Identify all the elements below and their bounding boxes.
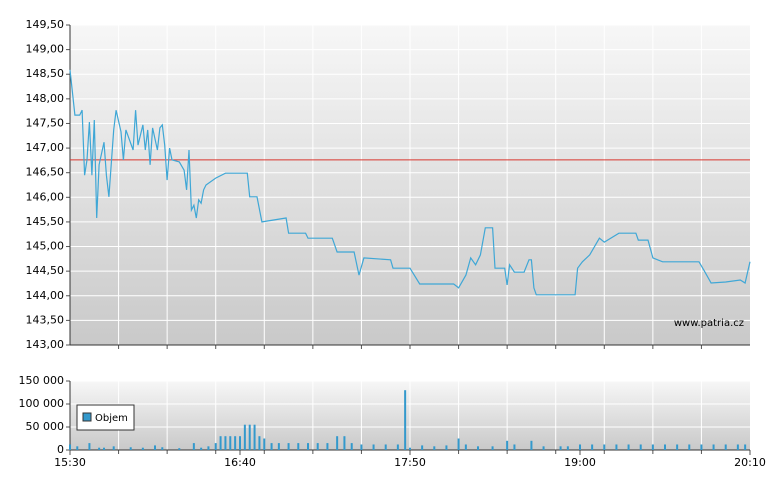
y-tick-label: 147,50	[26, 116, 65, 129]
volume-bar	[219, 436, 222, 450]
volume-bar	[559, 446, 562, 450]
volume-bar	[591, 444, 594, 450]
volume-bar	[664, 444, 666, 450]
volume-bar	[316, 443, 319, 450]
volume-bar	[76, 446, 79, 450]
volume-bar	[542, 446, 545, 450]
volume-bar	[178, 448, 181, 450]
y-tick-label: 147,00	[26, 141, 65, 154]
x-tick-label: 19:00	[564, 456, 596, 469]
volume-bar	[263, 438, 266, 450]
volume-bar	[98, 447, 101, 450]
volume-bar	[579, 444, 581, 450]
volume-bar	[566, 446, 569, 450]
volume-bar	[688, 444, 691, 450]
x-tick-label: 16:40	[224, 456, 256, 469]
volume-bar	[744, 444, 747, 450]
volume-bar	[103, 447, 105, 450]
volume-bar	[724, 444, 727, 450]
volume-bar	[161, 447, 164, 450]
volume-bar	[506, 440, 509, 450]
volume-bar	[88, 443, 91, 450]
watermark: www.patria.cz	[674, 318, 744, 329]
volume-bar	[491, 446, 494, 450]
x-tick-label: 15:30	[54, 456, 86, 469]
y-tick-label: 144,00	[26, 289, 65, 302]
legend-label: Objem	[95, 413, 128, 424]
volume-bar	[513, 444, 516, 450]
volume-bar	[336, 436, 339, 450]
y-tick-label: 148,00	[26, 92, 65, 105]
volume-bar	[234, 436, 237, 450]
y-tick-label: 146,50	[26, 166, 65, 179]
volume-bar	[112, 446, 115, 450]
y-tick-label: 145,00	[26, 240, 65, 253]
x-tick-label: 20:10	[734, 456, 766, 469]
volume-bar	[239, 436, 241, 450]
volume-bar	[277, 443, 280, 450]
volume-bar	[129, 447, 132, 450]
volume-bar	[615, 444, 618, 450]
volume-bar	[224, 436, 227, 450]
volume-bar	[307, 443, 309, 450]
volume-bar	[214, 443, 217, 450]
volume-bar	[384, 444, 387, 450]
volume-bar	[676, 444, 679, 450]
volume-bar	[372, 444, 375, 450]
volume-bar	[627, 444, 630, 450]
volume-bar	[409, 447, 411, 450]
y-tick-label: 146,00	[26, 190, 65, 203]
volume-bar	[457, 438, 460, 450]
volume-bar	[258, 436, 261, 450]
legend-box	[76, 404, 135, 431]
volume-bar	[229, 436, 232, 450]
volume-bar	[154, 445, 156, 450]
volume-bar	[360, 444, 363, 450]
volume-bar	[404, 390, 407, 450]
x-tick-label: 17:50	[394, 456, 426, 469]
volume-bar	[712, 444, 715, 450]
y-tick-label: 100 000	[19, 397, 65, 410]
legend-swatch	[82, 412, 92, 422]
volume-bar	[477, 446, 479, 450]
volume-bar	[192, 443, 195, 450]
price-line	[69, 69, 751, 296]
volume-bar	[651, 444, 654, 450]
y-tick-label: 149,50	[26, 18, 65, 31]
volume-bar	[207, 446, 210, 450]
y-tick-label: 143,50	[26, 313, 65, 326]
y-tick-label: 144,50	[26, 264, 65, 277]
volume-bar	[326, 443, 329, 450]
volume-bar	[253, 424, 256, 450]
y-tick-label: 50 000	[26, 420, 65, 433]
volume-bar	[530, 440, 533, 450]
volume-bar	[421, 445, 424, 450]
volume-bar	[464, 444, 467, 450]
volume-bar	[350, 443, 353, 450]
volume-bar	[343, 436, 346, 450]
y-tick-label: 145,50	[26, 215, 65, 228]
volume-bar	[700, 444, 703, 450]
volume-bar	[243, 424, 246, 450]
volume-bar	[270, 443, 273, 450]
volume-bar	[69, 444, 71, 450]
volume-bar	[445, 445, 448, 450]
volume-bar	[248, 424, 251, 450]
volume-bar	[433, 446, 436, 450]
volume-bar	[396, 444, 399, 450]
volume-bar	[287, 443, 290, 450]
y-tick-label: 0	[57, 443, 64, 456]
volume-bar	[603, 444, 606, 450]
y-tick-label: 149,00	[26, 43, 65, 56]
volume-bar	[639, 444, 642, 450]
volume-bar	[141, 447, 144, 450]
volume-bar	[200, 447, 203, 450]
y-tick-label: 143,00	[26, 338, 65, 351]
volume-bar	[736, 444, 739, 450]
volume-bar	[297, 443, 300, 450]
y-tick-label: 148,50	[26, 67, 65, 80]
y-tick-label: 150 000	[19, 374, 65, 387]
